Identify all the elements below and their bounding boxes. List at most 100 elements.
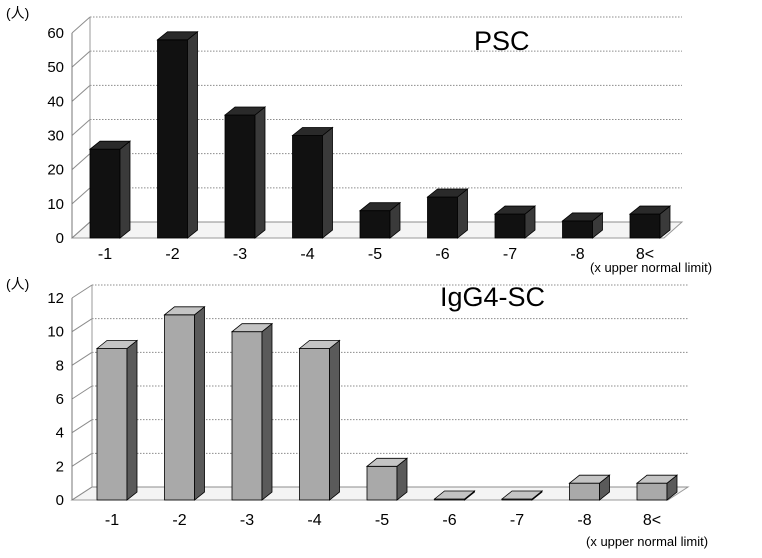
igg4sc-bar [230,322,274,501]
psc-bar-top [88,140,132,150]
igg4sc-grid-connector [71,284,93,299]
psc-bar [291,126,334,239]
igg4sc-bar-side [194,306,205,501]
igg4sc-title: IgG4-SC [440,282,545,312]
psc-bar-front [562,220,593,239]
psc-bar-side [119,140,131,239]
psc-ytick: 10 [47,196,64,213]
psc-bar-top [156,31,199,41]
psc-bar-top [561,212,604,222]
igg4sc-xtick: -5 [375,512,389,529]
psc-ytick: 0 [56,230,64,247]
igg4sc-bar-front [96,348,128,501]
igg4sc-bar-front [164,314,195,501]
psc-bar-side [187,31,198,239]
igg4sc-ytick: 10 [47,324,64,341]
psc-bar-side [322,126,333,239]
igg4sc-bar-top [635,474,679,484]
igg4sc-bar-front [569,482,600,501]
psc-bar-front [427,196,458,239]
psc-grid-connector [71,153,91,171]
igg4sc-bar-top [433,490,476,500]
psc-title: PSC [474,26,530,56]
psc-xtick: -4 [300,246,314,263]
psc-unit-label: (人) [6,5,29,21]
igg4sc-ytick: 6 [56,391,64,408]
igg4sc-bar [500,490,544,501]
psc-ytick: 30 [47,128,64,145]
igg4sc-xtick: -3 [240,512,254,529]
psc-bar-front [494,213,526,239]
igg4sc-ytick: 4 [56,425,64,442]
igg4sc-bars [95,306,679,501]
igg4sc-xtick: 8< [643,512,661,529]
psc-xtick: -5 [368,246,382,263]
igg4sc-bar-front [231,331,263,501]
igg4sc-bar [95,339,139,501]
igg4sc-bar-top [568,474,611,484]
igg4sc-bar-top [298,340,341,349]
igg4sc-axis-note: (x upper normal limit) [586,534,708,549]
igg4sc-bar [163,306,206,501]
psc-bar [223,106,267,239]
igg4sc-unit-label: (人) [6,276,29,292]
psc-bar-top [358,202,402,212]
igg4sc-grid-connector [71,385,93,400]
psc-chart: (人) PSC (x upper normal limit) 0 10 20 3… [6,5,712,275]
psc-grid-connector [71,16,91,34]
psc-xtick: -3 [233,246,247,263]
igg4sc-bar-front [299,348,330,501]
igg4sc-bar-side [261,322,273,501]
igg4sc-grid-connector [71,486,93,501]
psc-bar-top [223,106,267,116]
igg4sc-ytick: 12 [47,290,64,307]
igg4sc-bar [365,457,409,501]
psc-bar-front [292,135,323,239]
psc-bar-front [157,39,188,239]
psc-xtick: -1 [98,246,112,263]
psc-xtick: -2 [165,246,179,263]
psc-bar [561,212,604,239]
igg4sc-bar-front [636,482,668,501]
psc-ytick: 20 [47,162,64,179]
psc-bar [493,205,537,239]
igg4sc-bar-top [163,306,206,316]
psc-bar-front [89,148,121,239]
psc-grid-connector [71,187,91,205]
psc-bar-front [359,210,391,239]
igg4sc-bar [433,490,476,501]
psc-ytick: 50 [47,59,64,76]
psc-grid-connector [71,84,91,102]
psc-ytick: 60 [47,25,64,42]
psc-bar-top [628,205,672,215]
psc-bar-front [629,213,661,239]
psc-grid-connector [71,50,91,68]
igg4sc-ytick: 0 [56,492,64,509]
igg4sc-bar-top [230,323,274,333]
igg4sc-xtick: -4 [307,512,321,529]
psc-xtick: -8 [570,246,584,263]
psc-bar-front [224,114,256,239]
igg4sc-xtick: -7 [510,512,524,529]
psc-bar-top [291,127,334,136]
igg4sc-grid-connector [71,419,93,434]
psc-bar [628,205,672,239]
igg4sc-bar [568,474,611,501]
psc-grid-connector [71,119,91,136]
psc-axis-note: (x upper normal limit) [590,260,712,275]
igg4sc-xtick: -1 [105,512,119,529]
psc-bar [358,201,402,239]
psc-bar [426,188,469,239]
igg4sc-bar-top [95,340,139,349]
psc-bars [88,31,672,239]
igg4sc-bar-top [500,490,544,500]
igg4sc-xtick: -8 [577,512,591,529]
igg4sc-ytick: 2 [56,458,64,475]
psc-bar-top [426,188,469,198]
psc-bar-side [254,106,266,239]
psc-bar [156,31,199,239]
psc-xtick: 8< [636,246,654,263]
igg4sc-ytick: 8 [56,357,64,374]
psc-bar-side [457,188,468,239]
